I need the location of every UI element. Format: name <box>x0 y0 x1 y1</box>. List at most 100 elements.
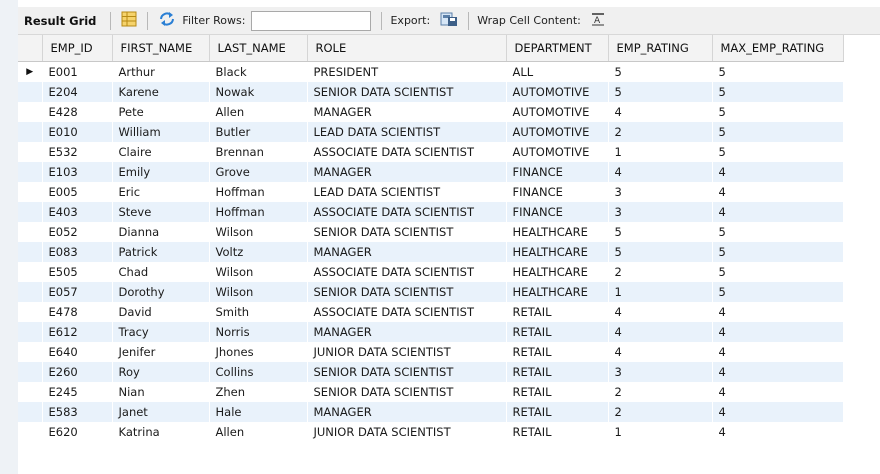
cell-role[interactable]: JUNIOR DATA SCIENTIST <box>313 345 451 359</box>
cell-department[interactable]: RETAIL <box>506 322 608 342</box>
row-marker[interactable] <box>18 182 42 202</box>
cell-first-name[interactable]: William <box>112 122 209 142</box>
cell-last-name[interactable]: Norris <box>209 322 307 342</box>
cell-role[interactable]: PRESIDENT <box>313 65 379 79</box>
cell-emp-id[interactable]: E532 <box>48 145 78 159</box>
cell-first-name[interactable]: David <box>118 305 152 319</box>
cell-last-name[interactable]: Collins <box>209 362 307 382</box>
cell-first-name[interactable]: Nian <box>118 385 145 399</box>
cell-emp-rating[interactable]: 1 <box>614 145 622 159</box>
cell-emp-rating[interactable]: 4 <box>614 305 622 319</box>
cell-last-name[interactable]: Allen <box>215 105 245 119</box>
cell-max-emp-rating[interactable]: 4 <box>718 185 726 199</box>
cell-department[interactable]: HEALTHCARE <box>506 242 608 262</box>
cell-first-name[interactable]: Karene <box>112 82 209 102</box>
cell-first-name[interactable]: Janet <box>112 402 209 422</box>
cell-first-name[interactable]: Chad <box>118 265 149 279</box>
cell-first-name[interactable]: Dianna <box>118 225 160 239</box>
row-marker[interactable] <box>18 322 42 342</box>
cell-role[interactable]: ASSOCIATE DATA SCIENTIST <box>313 265 474 279</box>
table-row[interactable]: ▶ E001 Arthur Black PRESIDENT ALL 5 5 <box>18 62 843 83</box>
cell-emp-id[interactable]: E505 <box>48 265 78 279</box>
column-header-first-name[interactable]: FIRST_NAME <box>112 35 210 62</box>
column-header-emp-rating[interactable]: EMP_RATING <box>608 35 713 62</box>
cell-emp-id[interactable]: E612 <box>42 322 112 342</box>
row-marker[interactable] <box>18 342 42 362</box>
cell-last-name[interactable]: Hoffman <box>215 185 265 199</box>
cell-first-name[interactable]: Arthur <box>118 65 155 79</box>
cell-department[interactable]: RETAIL <box>512 425 552 439</box>
row-marker[interactable]: ▶ <box>26 67 34 77</box>
cell-first-name[interactable]: Steve <box>112 202 209 222</box>
row-marker[interactable] <box>18 262 42 282</box>
table-row[interactable]: E612 Tracy Norris MANAGER RETAIL 4 4 <box>18 322 843 342</box>
table-row[interactable]: E403 Steve Hoffman ASSOCIATE DATA SCIENTIST… <box>18 202 843 222</box>
column-header-department[interactable]: DEPARTMENT <box>506 35 609 62</box>
cell-max-emp-rating[interactable]: 4 <box>712 362 843 382</box>
cell-emp-rating[interactable]: 3 <box>608 362 712 382</box>
cell-department[interactable]: AUTOMOTIVE <box>506 82 608 102</box>
cell-emp-id[interactable]: E010 <box>42 122 112 142</box>
cell-emp-rating[interactable]: 5 <box>614 65 622 79</box>
cell-role[interactable]: MANAGER <box>313 105 372 119</box>
cell-emp-id[interactable]: E620 <box>48 425 78 439</box>
table-row[interactable]: E103 Emily Grove MANAGER FINANCE 4 4 <box>18 162 843 182</box>
cell-emp-rating[interactable]: 3 <box>608 202 712 222</box>
cell-role[interactable]: MANAGER <box>307 242 506 262</box>
row-marker[interactable] <box>18 162 42 182</box>
table-row[interactable]: E245 Nian Zhen SENIOR DATA SCIENTIST RETAIL 2… <box>18 382 843 402</box>
cell-department[interactable]: AUTOMOTIVE <box>512 105 590 119</box>
export-icon[interactable] <box>440 11 458 30</box>
table-row[interactable]: E505 Chad Wilson ASSOCIATE DATA SCIENTIST HE… <box>18 262 843 282</box>
cell-last-name[interactable]: Hale <box>209 402 307 422</box>
cell-department[interactable]: AUTOMOTIVE <box>512 145 590 159</box>
table-row[interactable]: E005 Eric Hoffman LEAD DATA SCIENTIST FINANC… <box>18 182 843 202</box>
cell-emp-rating[interactable]: 1 <box>614 425 622 439</box>
cell-last-name[interactable]: Nowak <box>209 82 307 102</box>
table-row[interactable]: E478 David Smith ASSOCIATE DATA SCIENTIST RE… <box>18 302 843 322</box>
cell-role[interactable]: LEAD DATA SCIENTIST <box>307 122 506 142</box>
row-marker[interactable] <box>18 202 42 222</box>
cell-last-name[interactable]: Voltz <box>209 242 307 262</box>
row-marker[interactable] <box>18 242 42 262</box>
cell-emp-id[interactable]: E057 <box>42 282 112 302</box>
cell-last-name[interactable]: Grove <box>209 162 307 182</box>
cell-max-emp-rating[interactable]: 4 <box>712 202 843 222</box>
cell-last-name[interactable]: Hoffman <box>209 202 307 222</box>
cell-last-name[interactable]: Butler <box>209 122 307 142</box>
cell-max-emp-rating[interactable]: 5 <box>718 225 726 239</box>
cell-last-name[interactable]: Wilson <box>215 265 254 279</box>
cell-emp-id[interactable]: E478 <box>48 305 78 319</box>
cell-emp-rating[interactable]: 5 <box>608 242 712 262</box>
table-row[interactable]: E620 Katrina Allen JUNIOR DATA SCIENTIST RET… <box>18 422 843 442</box>
refresh-icon[interactable] <box>158 11 176 30</box>
cell-max-emp-rating[interactable]: 5 <box>712 242 843 262</box>
cell-last-name[interactable]: Smith <box>215 305 250 319</box>
column-header-role[interactable]: ROLE <box>307 35 507 62</box>
cell-max-emp-rating[interactable]: 5 <box>718 265 726 279</box>
cell-department[interactable]: FINANCE <box>506 202 608 222</box>
cell-role[interactable]: ASSOCIATE DATA SCIENTIST <box>313 145 474 159</box>
cell-emp-id[interactable]: E005 <box>48 185 78 199</box>
cell-max-emp-rating[interactable]: 4 <box>718 425 726 439</box>
cell-emp-rating[interactable]: 5 <box>608 82 712 102</box>
cell-department[interactable]: RETAIL <box>512 345 552 359</box>
cell-emp-id[interactable]: E245 <box>48 385 78 399</box>
cell-last-name[interactable]: Zhen <box>215 385 246 399</box>
grid-layout-icon[interactable] <box>121 11 137 30</box>
table-row[interactable]: E260 Roy Collins SENIOR DATA SCIENTIST RETAI… <box>18 362 843 382</box>
cell-first-name[interactable]: Dorothy <box>112 282 209 302</box>
cell-department[interactable]: FINANCE <box>506 162 608 182</box>
cell-last-name[interactable]: Jhones <box>215 345 254 359</box>
cell-max-emp-rating[interactable]: 5 <box>718 65 726 79</box>
cell-department[interactable]: RETAIL <box>506 362 608 382</box>
cell-max-emp-rating[interactable]: 4 <box>712 402 843 422</box>
cell-emp-id[interactable]: E260 <box>42 362 112 382</box>
cell-first-name[interactable]: Patrick <box>112 242 209 262</box>
cell-role[interactable]: MANAGER <box>307 162 506 182</box>
cell-last-name[interactable]: Black <box>215 65 247 79</box>
cell-last-name[interactable]: Wilson <box>215 225 254 239</box>
column-header-emp-id[interactable]: EMP_ID <box>42 35 113 62</box>
column-header-max-emp-rating[interactable]: MAX_EMP_RATING <box>712 35 844 62</box>
cell-last-name[interactable]: Wilson <box>209 282 307 302</box>
